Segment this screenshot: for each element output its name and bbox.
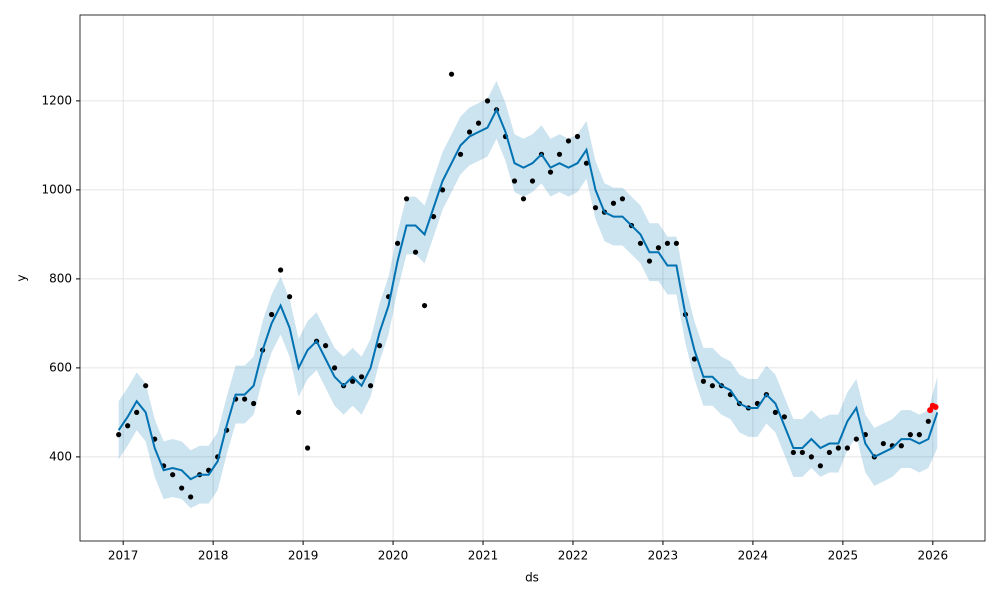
observed-point <box>826 449 832 456</box>
observed-point <box>269 311 275 318</box>
observed-point <box>781 414 787 420</box>
y-tick-label: 400 <box>49 449 72 463</box>
observed-point <box>772 409 778 415</box>
observed-point <box>421 302 428 309</box>
observed-point <box>484 98 491 104</box>
observed-point <box>125 423 131 429</box>
x-tick-label: 2017 <box>108 549 139 563</box>
x-tick-label: 2019 <box>288 549 319 563</box>
observed-point <box>619 196 626 202</box>
observed-point <box>709 383 716 389</box>
observed-point <box>565 138 572 144</box>
observed-point <box>322 343 329 349</box>
observed-point <box>547 169 554 175</box>
observed-point <box>412 249 419 255</box>
recent-point <box>927 407 934 414</box>
observed-point <box>331 365 338 371</box>
observed-point <box>790 449 796 456</box>
observed-point <box>520 196 527 202</box>
observed-point <box>296 409 302 415</box>
observed-point <box>655 245 662 251</box>
observed-point <box>367 383 374 389</box>
x-tick-label: 2018 <box>198 549 229 563</box>
observed-point <box>376 343 383 349</box>
observed-point <box>673 240 680 246</box>
observed-point <box>583 160 590 166</box>
observed-point <box>358 374 365 380</box>
observed-point <box>916 432 922 438</box>
observed-point <box>278 267 284 273</box>
forecast-line <box>117 107 939 481</box>
observed-point <box>403 196 410 202</box>
observed-point <box>907 432 913 438</box>
x-tick-label: 2024 <box>738 549 769 563</box>
plot-frame <box>79 14 986 542</box>
x-tick-label: 2020 <box>378 549 409 563</box>
observed-point <box>691 356 698 362</box>
observed-point <box>170 472 176 478</box>
x-tick-label: 2022 <box>558 549 589 563</box>
observed-point <box>251 400 257 407</box>
y-tick-label: 800 <box>49 271 72 285</box>
observed-point <box>475 120 482 126</box>
observed-point <box>637 240 644 246</box>
y-tick-label: 1200 <box>41 93 72 107</box>
observed-point <box>844 445 850 451</box>
observed-point <box>457 151 464 157</box>
observed-point <box>394 240 401 246</box>
x-axis-label: ds <box>525 571 539 585</box>
observed-point <box>304 445 311 451</box>
observed-point <box>430 213 437 220</box>
observed-point <box>835 445 841 451</box>
observed-point <box>592 205 599 211</box>
observed-point <box>143 383 149 389</box>
x-tick-label: 2026 <box>918 549 949 563</box>
observed-point <box>808 454 814 460</box>
observed-point <box>556 151 563 157</box>
observed-point <box>574 133 581 140</box>
observed-point <box>880 440 886 447</box>
x-tick-label: 2021 <box>468 549 499 563</box>
observed-point <box>817 463 823 469</box>
observed-point <box>646 258 653 264</box>
y-tick-label: 1000 <box>41 182 72 196</box>
observed-point <box>853 436 859 442</box>
y-tick-label: 600 <box>49 360 72 374</box>
observed-point <box>466 129 473 135</box>
observed-point <box>287 294 293 300</box>
x-tick-label: 2025 <box>828 549 859 563</box>
observed-point <box>179 485 185 491</box>
y-axis-label: y <box>15 274 29 281</box>
observed-point <box>349 378 356 384</box>
observed-point <box>116 432 122 438</box>
observed-point <box>448 71 455 77</box>
observed-point <box>188 494 194 500</box>
observed-point <box>439 187 446 193</box>
observed-point <box>134 409 140 415</box>
observed-point <box>925 418 931 424</box>
observed-point <box>242 396 248 402</box>
observed-point <box>898 443 904 449</box>
observed-point <box>799 449 805 456</box>
uncertainty-band <box>118 80 938 509</box>
recent-point <box>932 404 939 411</box>
observed-point <box>610 200 617 206</box>
observed-point <box>664 240 671 246</box>
x-tick-label: 2023 <box>648 549 679 563</box>
observed-point <box>700 378 707 384</box>
observed-point <box>511 178 518 184</box>
observed-point <box>529 178 536 184</box>
